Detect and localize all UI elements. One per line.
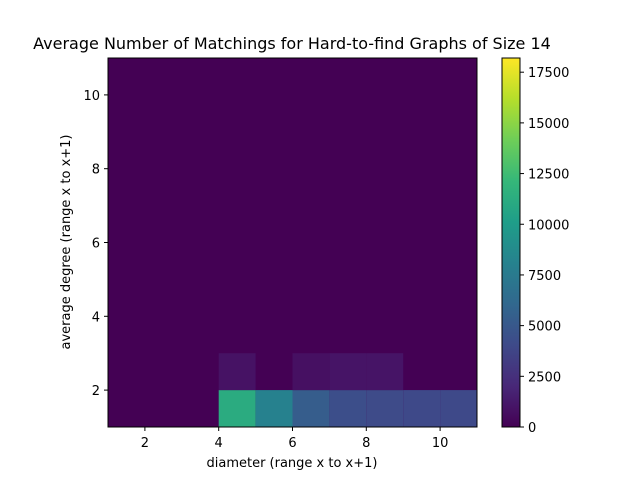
x-axis-ticks: 2 4 6 8 10 — [141, 427, 449, 451]
heatmap-cell — [366, 353, 404, 391]
colorbar-ticks: 0 2500 5000 7500 10000 12500 15000 17500 — [520, 66, 569, 436]
colorbar-tick-label: 17500 — [528, 66, 569, 81]
heatmap-cell — [366, 390, 404, 427]
colorbar-tick-label: 12500 — [528, 168, 569, 183]
colorbar-tick-label: 10000 — [528, 218, 569, 233]
heatmap-cell — [440, 390, 477, 427]
heatmap-cell — [218, 353, 256, 391]
y-axis-ticks: 2 4 6 8 10 — [83, 89, 108, 399]
colorbar: 0 2500 5000 7500 10000 12500 15000 17500 — [501, 57, 569, 436]
chart-title: Average Number of Matchings for Hard-to-… — [33, 34, 551, 53]
heatmap-cell — [218, 390, 256, 427]
y-tick-label: 6 — [92, 237, 100, 252]
heatmap-cell — [403, 390, 441, 427]
plot-area — [107, 57, 478, 428]
x-tick-label: 4 — [215, 436, 223, 451]
y-tick-label: 10 — [83, 89, 100, 104]
heatmap-cell — [255, 390, 293, 427]
colorbar-tick-label: 0 — [528, 421, 536, 436]
y-axis-label: average degree (range x to x+1) — [59, 135, 74, 350]
x-tick-label: 2 — [141, 436, 149, 451]
heatmap-cell — [329, 353, 367, 391]
colorbar-tick-label: 5000 — [528, 320, 561, 335]
x-tick-label: 10 — [432, 436, 449, 451]
y-tick-label: 8 — [92, 163, 100, 178]
x-tick-label: 8 — [362, 436, 370, 451]
x-tick-label: 6 — [288, 436, 296, 451]
colorbar-tick-label: 15000 — [528, 117, 569, 132]
heatmap-cell — [292, 353, 330, 391]
heatmap-cell — [329, 390, 367, 427]
heatmap-cell — [292, 390, 330, 427]
colorbar-frame — [501, 57, 521, 428]
y-tick-label: 4 — [92, 310, 100, 325]
colorbar-tick-label: 2500 — [528, 370, 561, 385]
heatmap-cells — [218, 353, 477, 427]
x-axis-label: diameter (range x to x+1) — [206, 456, 377, 471]
colorbar-gradient — [502, 58, 520, 427]
colorbar-tick-label: 7500 — [528, 269, 561, 284]
y-tick-label: 2 — [92, 384, 100, 399]
